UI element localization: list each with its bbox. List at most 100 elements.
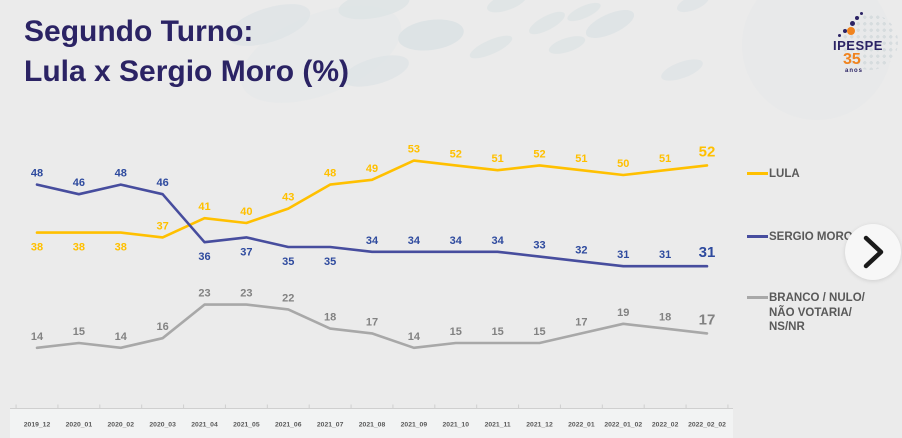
data-label: 53 xyxy=(408,144,420,156)
data-label: 23 xyxy=(240,288,252,300)
x-axis-label: 2020_01 xyxy=(66,422,93,429)
decorative-ellipse xyxy=(674,0,712,16)
x-axis-label: 2021_05 xyxy=(233,422,260,429)
legend-swatch-sergio-moro xyxy=(747,235,768,238)
x-axis-label: 2022_02 xyxy=(652,422,679,429)
data-label: 19 xyxy=(617,307,629,319)
data-label: 17 xyxy=(366,316,378,328)
data-label: 34 xyxy=(408,235,421,247)
x-axis-band xyxy=(10,408,733,438)
data-label: 48 xyxy=(115,168,127,180)
data-label: 23 xyxy=(198,288,210,300)
logo-dot-icon xyxy=(850,21,855,26)
legend-swatch-branco-nulo xyxy=(747,296,768,299)
data-label: 37 xyxy=(157,220,169,232)
x-axis-label: 2021_11 xyxy=(485,422,511,429)
ipespe-logo: IPESPE 35 anos xyxy=(826,6,900,82)
data-label: 17 xyxy=(575,316,587,328)
chevron-right-icon xyxy=(863,235,884,269)
legend-item-sergio-moro: SERGIO MORO xyxy=(747,230,853,245)
data-label: 31 xyxy=(699,244,716,261)
data-label: 22 xyxy=(282,292,294,304)
page-title: Segundo Turno: Lula x Sergio Moro (%) xyxy=(24,12,349,92)
data-label: 31 xyxy=(659,249,671,261)
legend-item-branco-nulo: BRANCO / NULO/ NÃO VOTARIA/ NS/NR xyxy=(747,291,865,335)
data-label: 36 xyxy=(198,251,210,263)
x-axis-label: 2021_12 xyxy=(526,422,553,429)
chart-canvas: 2019_12 2020_01 2020_02 2020_03 2021_04 2021_… xyxy=(10,143,733,438)
data-label: 51 xyxy=(492,153,504,165)
series-line-2 xyxy=(35,303,709,350)
legend-swatch-lula xyxy=(747,172,768,175)
data-label: 18 xyxy=(659,312,671,324)
data-label: 16 xyxy=(157,321,169,333)
data-label: 14 xyxy=(408,331,421,343)
data-label: 51 xyxy=(659,153,671,165)
data-label: 51 xyxy=(575,153,587,165)
data-label: 35 xyxy=(282,256,294,268)
logo-dot-icon xyxy=(860,12,863,15)
data-label: 14 xyxy=(115,331,128,343)
data-label: 38 xyxy=(115,242,127,254)
data-label: 49 xyxy=(366,163,378,175)
data-label: 18 xyxy=(324,312,336,324)
x-axis-label: 2022_01 xyxy=(568,422,595,429)
data-label: 34 xyxy=(450,235,463,247)
data-label: 31 xyxy=(617,249,629,261)
legend-item-lula: LULA xyxy=(747,167,800,182)
legend-label-sergio-moro: SERGIO MORO xyxy=(769,231,853,243)
data-label: 15 xyxy=(450,326,462,338)
data-label: 14 xyxy=(31,331,44,343)
data-label: 50 xyxy=(617,158,629,170)
data-label: 48 xyxy=(324,168,336,180)
page-title-line2: Lula x Sergio Moro (%) xyxy=(24,55,350,88)
logo-anos: anos xyxy=(845,68,864,74)
data-label: 15 xyxy=(492,326,504,338)
x-axis-label: 2021_09 xyxy=(401,422,428,429)
data-label: 37 xyxy=(240,246,252,258)
decorative-ellipse xyxy=(658,54,706,86)
data-label: 38 xyxy=(73,242,85,254)
data-label: 33 xyxy=(533,240,545,252)
decorative-ellipse xyxy=(484,0,530,17)
data-label: 52 xyxy=(533,148,545,160)
x-axis-label: 2021_10 xyxy=(443,422,470,429)
decorative-ellipse xyxy=(396,15,466,55)
logo-dot-orange-icon xyxy=(847,27,855,35)
data-label: 32 xyxy=(575,244,587,256)
decorative-ellipse xyxy=(546,32,588,58)
data-label: 48 xyxy=(31,168,43,180)
x-axis-label: 2021_07 xyxy=(317,422,344,429)
data-label: 52 xyxy=(699,143,716,160)
logo-dot-icon xyxy=(843,29,847,33)
data-label: 46 xyxy=(73,177,85,189)
series-line-1 xyxy=(35,183,709,268)
x-axis-label: 2022_01_02 xyxy=(604,422,642,429)
legend-label-branco-nulo: BRANCO / NULO/ NÃO VOTARIA/ NS/NR xyxy=(769,292,865,333)
data-label: 52 xyxy=(450,148,462,160)
logo-years: 35 xyxy=(843,51,861,68)
chart-svg: 2019_12 2020_01 2020_02 2020_03 2021_04 2021_… xyxy=(10,143,733,438)
data-label: 43 xyxy=(282,192,294,204)
data-label: 35 xyxy=(324,256,336,268)
x-axis-label: 2021_06 xyxy=(275,422,302,429)
data-label: 15 xyxy=(73,326,85,338)
data-label: 38 xyxy=(31,242,43,254)
x-axis-label: 2022_02_02 xyxy=(688,422,726,429)
x-axis-label: 2019_12 xyxy=(24,422,51,429)
next-button[interactable] xyxy=(845,224,901,280)
logo-dot-icon xyxy=(855,16,859,20)
data-label: 34 xyxy=(366,235,379,247)
x-axis-label: 2021_08 xyxy=(359,422,386,429)
page-title-line1: Segundo Turno: xyxy=(24,15,254,48)
x-axis-label: 2020_02 xyxy=(108,422,135,429)
series-line-0 xyxy=(35,159,709,239)
legend-label-lula: LULA xyxy=(769,168,800,180)
x-axis-label: 2021_04 xyxy=(191,422,218,429)
data-label: 40 xyxy=(240,206,252,218)
data-label: 41 xyxy=(198,201,210,213)
decorative-ellipse xyxy=(526,7,568,39)
logo-dot-icon xyxy=(838,34,841,37)
logo-name: IPESPE xyxy=(833,38,883,53)
